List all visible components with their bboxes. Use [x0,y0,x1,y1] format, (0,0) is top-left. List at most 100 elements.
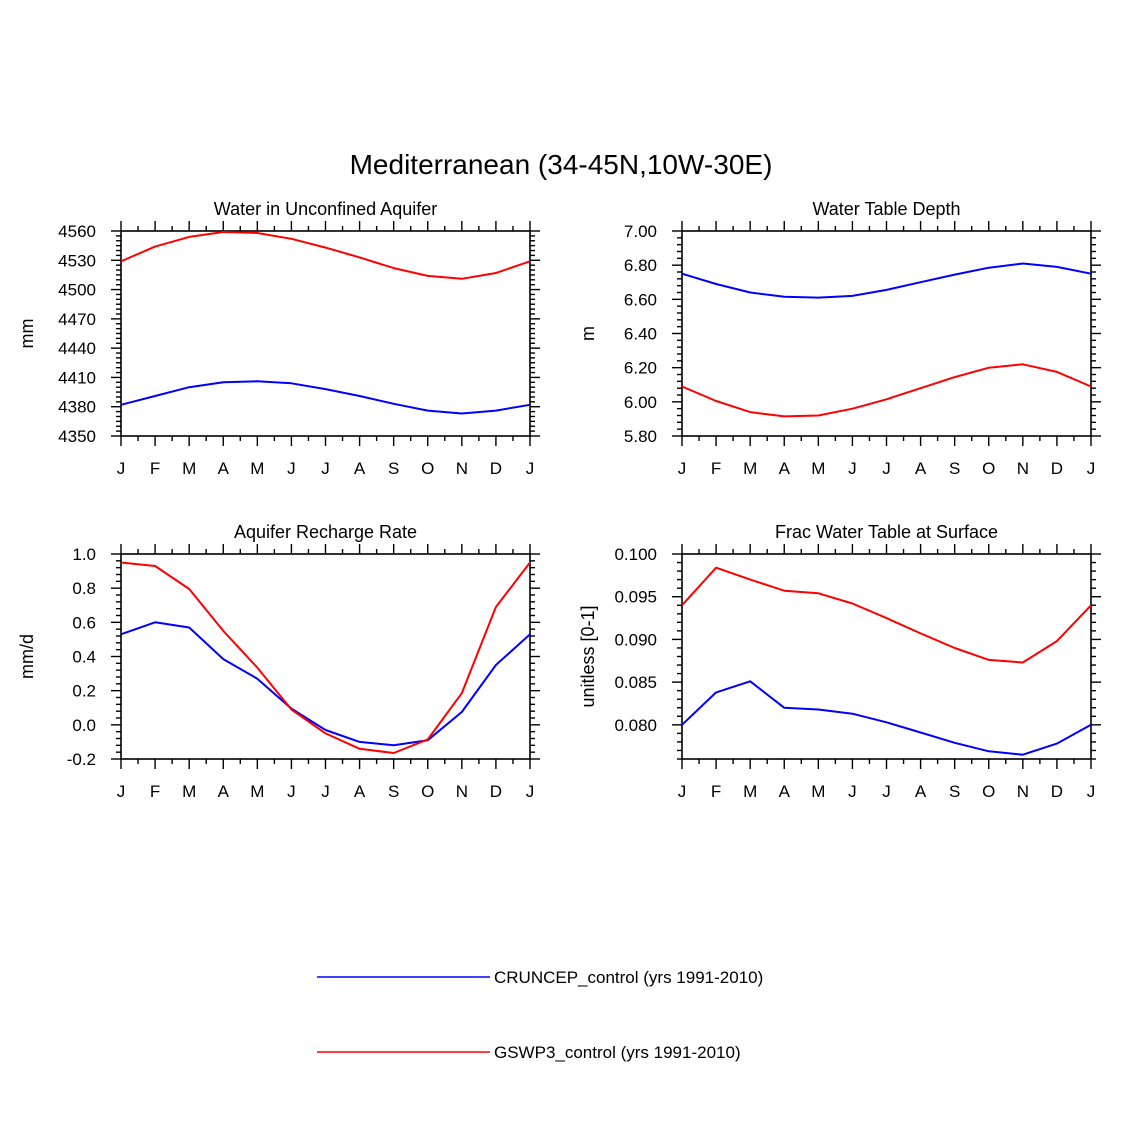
y-tick-label: 4440 [58,339,96,358]
y-tick-label: 0.8 [72,579,96,598]
x-tick-label: S [949,782,960,801]
y-tick-label: 0.080 [614,716,657,735]
y-tick-label: 4410 [58,368,96,387]
x-tick-label: A [218,782,230,801]
series-line-cruncep [681,680,1092,756]
x-tick-label: O [421,782,434,801]
x-tick-label: J [526,782,535,801]
x-tick-label: M [811,459,825,478]
x-tick-label: O [982,459,995,478]
series-line-cruncep [120,380,531,415]
plot-frame [120,230,531,437]
y-axis-label: mm/d [17,634,37,679]
panel-3: Aquifer Recharge Rate J F M A M J J A S O N D J -0.2 0.… [17,522,540,801]
x-tick-label: J [678,459,687,478]
y-tick-label: 0.100 [614,545,657,564]
x-tick-label: A [915,782,927,801]
y-tick-label: 5.80 [624,427,657,446]
x-tick-label: J [526,459,535,478]
x-tick-label: A [354,459,366,478]
y-tick-label: 4500 [58,281,96,300]
x-tick-label: J [287,782,296,801]
x-tick-label: A [218,459,230,478]
x-tick-label: D [1051,782,1063,801]
x-tick-label: J [848,459,857,478]
panels: Water in Unconfined Aquifer J F M A M J J A S O N D J… [17,199,1101,801]
y-axis-label: mm [17,319,37,349]
y-tick-label: 6.80 [624,256,657,275]
y-axis-label: m [578,326,598,341]
x-tick-label: N [456,459,468,478]
y-tick-label: 0.0 [72,716,96,735]
panel-title: Water in Unconfined Aquifer [214,199,437,219]
x-tick-label: M [250,782,264,801]
series-line-gswp3 [120,231,531,280]
x-tick-label: J [117,459,126,478]
x-tick-label: M [250,459,264,478]
panel-title: Aquifer Recharge Rate [234,522,417,542]
y-tick-label: 4380 [58,398,96,417]
series-line-cruncep [681,262,1092,299]
x-tick-label: N [1017,782,1029,801]
plot-frame [681,230,1092,437]
y-tick-label: 0.4 [72,648,96,667]
figure-title: Mediterranean (34-45N,10W-30E) [350,149,773,180]
y-tick-label: 4530 [58,251,96,270]
y-axis-label: unitless [0-1] [578,605,598,707]
y-tick-label: -0.2 [67,750,96,769]
x-tick-label: A [915,459,927,478]
panel-1: Water in Unconfined Aquifer J F M A M J J A S O N D J… [17,199,540,478]
x-tick-label: N [1017,459,1029,478]
y-tick-label: 0.6 [72,613,96,632]
y-tick-label: 4470 [58,310,96,329]
panel-title: Frac Water Table at Surface [775,522,998,542]
panel-4: Frac Water Table at Surface J F M A M J J A S O N D J… [578,522,1101,801]
x-tick-label: M [182,459,196,478]
y-tick-label: 6.40 [624,325,657,344]
y-tick-label: 6.00 [624,393,657,412]
series-line-cruncep [120,621,531,747]
series-line-gswp3 [681,566,1092,664]
x-tick-label: D [490,782,502,801]
y-tick-label: 7.00 [624,222,657,241]
x-tick-label: A [779,782,791,801]
y-tick-label: 0.095 [614,588,657,607]
legend-label-cruncep: CRUNCEP_control (yrs 1991-2010) [494,968,763,987]
x-tick-label: J [1087,459,1096,478]
x-tick-label: J [882,459,891,478]
x-tick-label: S [388,782,399,801]
y-tick-label: 6.60 [624,290,657,309]
x-tick-label: J [882,782,891,801]
x-tick-label: M [811,782,825,801]
x-tick-label: J [287,459,296,478]
x-tick-label: O [421,459,434,478]
x-tick-label: J [117,782,126,801]
x-tick-label: J [321,459,330,478]
y-tick-label: 0.090 [614,630,657,649]
x-tick-label: M [743,782,757,801]
x-tick-label: D [490,459,502,478]
x-tick-label: F [711,782,721,801]
legend: CRUNCEP_control (yrs 1991-2010) GSWP3_co… [317,968,763,1062]
x-tick-label: M [743,459,757,478]
x-tick-label: D [1051,459,1063,478]
y-tick-label: 0.085 [614,673,657,692]
x-tick-label: M [182,782,196,801]
y-tick-label: 4350 [58,427,96,446]
x-tick-label: J [848,782,857,801]
x-tick-label: J [1087,782,1096,801]
x-tick-label: A [354,782,366,801]
legend-label-gswp3: GSWP3_control (yrs 1991-2010) [494,1043,741,1062]
plot-frame [681,553,1092,760]
y-tick-label: 4560 [58,222,96,241]
panel-2: Water Table Depth J F M A M J J A S O N D J 5.80 6.00 6.… [578,199,1101,478]
x-tick-label: J [678,782,687,801]
x-tick-label: F [150,459,160,478]
x-tick-label: J [321,782,330,801]
panel-title: Water Table Depth [812,199,960,219]
x-tick-label: O [982,782,995,801]
x-tick-label: N [456,782,468,801]
series-line-gswp3 [120,561,531,754]
